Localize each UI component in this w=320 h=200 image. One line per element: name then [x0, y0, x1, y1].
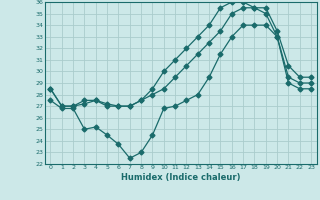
X-axis label: Humidex (Indice chaleur): Humidex (Indice chaleur) — [121, 173, 241, 182]
